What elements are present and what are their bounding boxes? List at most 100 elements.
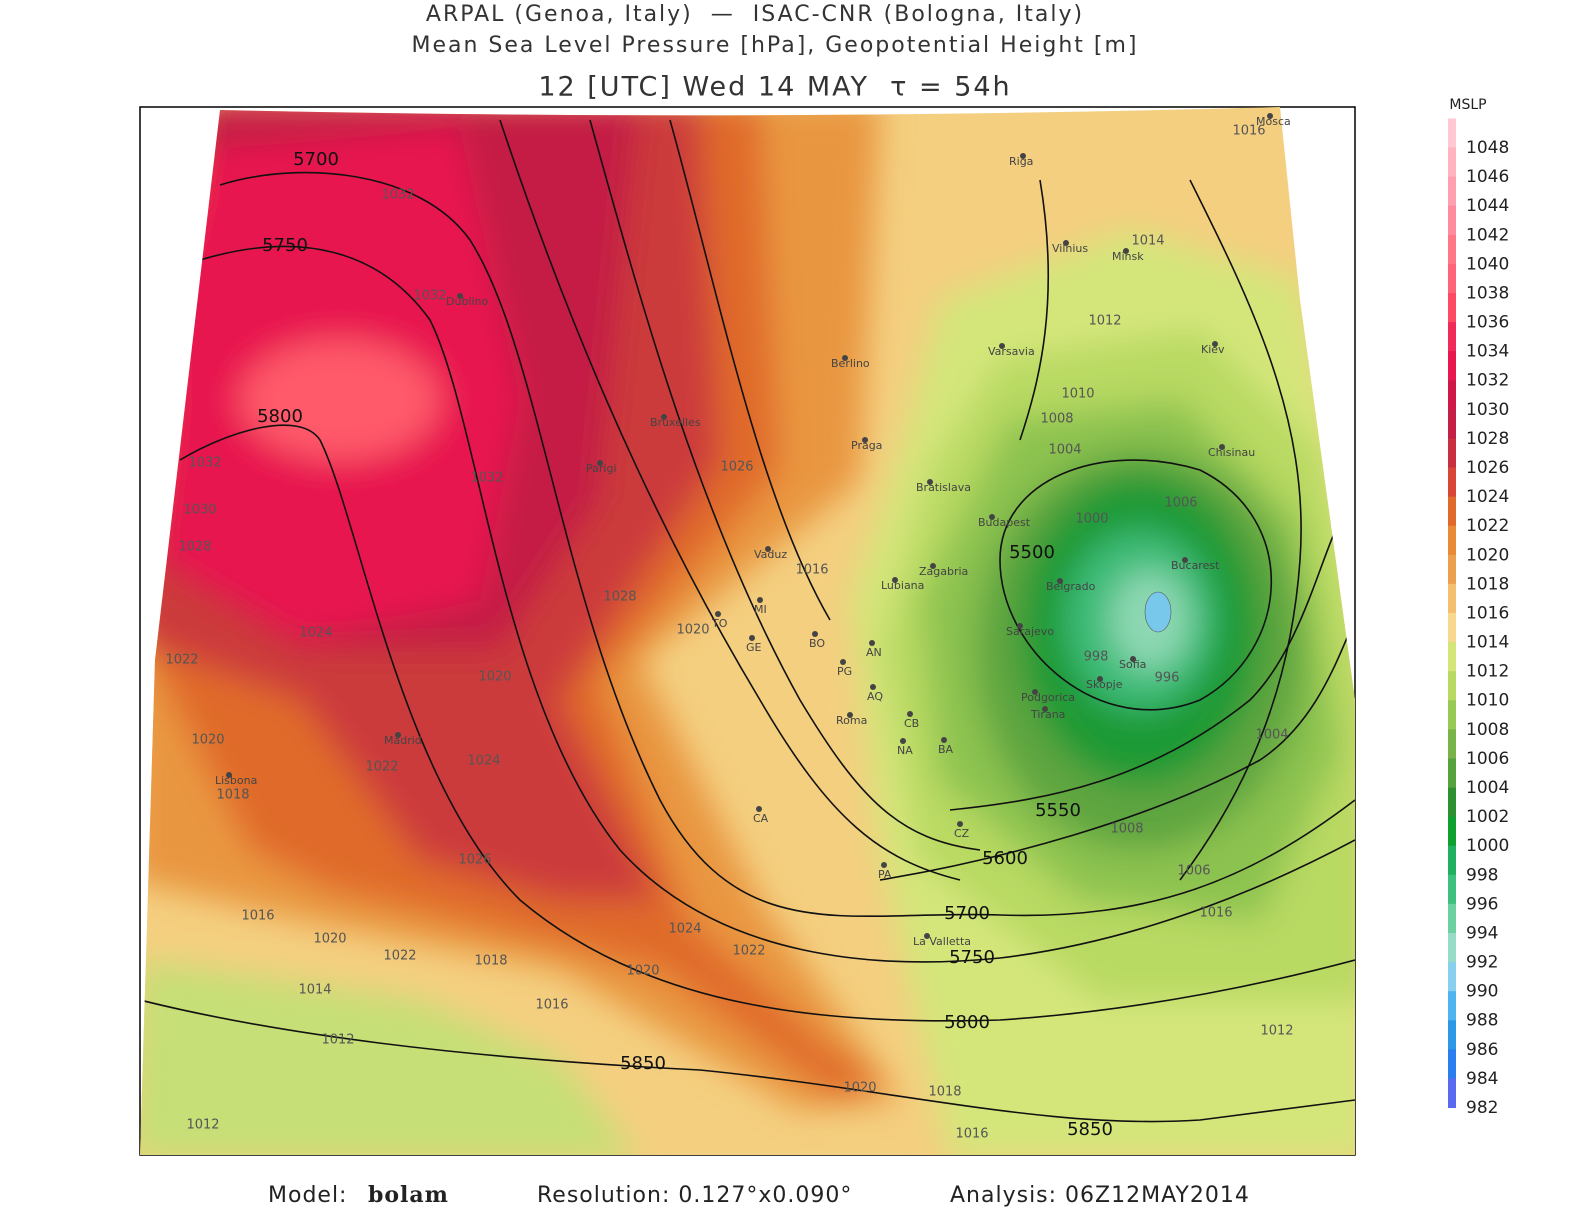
city-label: Lubiana [881,579,924,592]
city-label: Bruxelles [650,416,701,429]
city-label: Chisinau [1208,446,1255,459]
pressure-label: 1008 [1040,412,1073,427]
field-minimum [1144,591,1172,633]
colorbar-segment [1448,903,1456,934]
city-dot [847,712,853,718]
pressure-label: 1014 [1131,234,1164,249]
pressure-label: 1032 [413,289,446,304]
contour [589,119,981,851]
footer-model-label: Model: [268,1183,347,1208]
colorbar-segment [1448,293,1456,323]
province-label: MI [754,603,767,616]
pressure-label: 1028 [178,540,211,555]
colorbar-segment [1448,496,1456,527]
height-label: 5750 [949,947,995,968]
city-dot [1032,689,1038,695]
colorbar-label: 982 [1466,1098,1498,1118]
province-dot [907,711,913,717]
pressure-label: 1024 [668,922,701,937]
city-label: Mosca [1256,115,1291,128]
province-label: PG [837,665,852,678]
colorbar-label: 1004 [1466,778,1509,798]
province-label: CZ [954,827,970,840]
colorbar-label: 996 [1466,894,1498,914]
contour [499,119,961,881]
contour [1019,179,1050,441]
city-dot [1212,341,1218,347]
colorbar-segment [1448,234,1456,265]
colorbar-segment [1448,583,1456,614]
contour [140,999,1355,1123]
province-dot [869,640,875,646]
colorbar-segment [1448,1049,1456,1079]
pressure-label: 1010 [1061,387,1094,402]
pressure-label: 1026 [720,460,753,475]
colorbar-segment [1448,322,1456,352]
height-label: 5550 [1035,800,1081,821]
city-label: Bucarest [1171,559,1220,572]
pressure-label: 998 [1084,650,1109,665]
colorbar-label: 986 [1466,1040,1498,1060]
city-label: Sarajevo [1006,625,1054,638]
city-dot [1130,656,1136,662]
colorbar-segment [1448,962,1456,992]
header-line3: 12 [UTC] Wed 14 MAY τ = 54h [538,72,1011,103]
city-dot [226,772,232,778]
colorbar-label: 988 [1466,1011,1498,1031]
colorbar-label: 1014 [1466,633,1509,653]
province-label: GE [746,641,762,654]
map-labels: 5700 5750 5800 5500 5550 5600 5700 5750 5800 5850… [165,113,1294,1142]
city-label: Praga [851,439,882,452]
pressure-label: 1022 [365,760,398,775]
pressure-label: 1030 [183,503,216,518]
pressure-label: 1016 [955,1127,988,1142]
colorbar-segment [1448,205,1456,236]
province-label: CB [904,717,919,730]
mslp-field [140,107,1355,1155]
pressure-label: 1012 [321,1033,354,1048]
pressure-label: 1000 [1075,512,1108,527]
pressure-label: 1020 [843,1081,876,1096]
height-label: 5700 [293,149,339,170]
pressure-label: 996 [1155,671,1180,686]
contour [879,619,1355,881]
province-label: CA [753,812,769,825]
city-label: Vilnius [1052,242,1088,255]
colorbar-segment [1448,816,1456,847]
colorbar-segment [1448,1020,1456,1050]
colorbar-label: 1030 [1466,400,1509,420]
pressure-label: 1026 [458,853,491,868]
pressure-label: 1004 [1048,443,1081,458]
pressure-label: 1016 [1232,124,1265,139]
colorbar-segment [1448,380,1456,410]
city-label: Skopje [1086,678,1123,691]
city-dot [597,460,603,466]
city-label: Dublino [446,295,489,308]
pressure-label: 1032 [381,188,414,203]
colorbar-label: 1020 [1466,545,1509,565]
colorbar-segment [1448,642,1456,672]
pressure-label: 1020 [478,670,511,685]
city-dot [999,343,1005,349]
province-dot [812,631,818,637]
pressure-label: 1018 [474,954,507,969]
city-dot [765,546,771,552]
colorbar-label: 1028 [1466,429,1509,449]
province-dot [757,597,763,603]
pressure-label: 1004 [1255,728,1288,743]
colorbar-label: 1042 [1466,225,1509,245]
pressure-label: 1016 [535,998,568,1013]
pressure-label: 1016 [1199,906,1232,921]
province-dot [870,684,876,690]
colorbar-segment [1448,263,1456,294]
colorbar-label: 1022 [1466,516,1509,536]
city-dot [1097,676,1103,682]
colorbar-label: 1016 [1466,603,1509,623]
city-dot [1042,706,1048,712]
city-label: Vaduz [754,548,787,561]
height-label: 5800 [944,1012,990,1033]
colorbar-segment [1448,554,1456,585]
colorbar-label: 1026 [1466,458,1509,478]
city-label: Parigi [586,462,617,475]
